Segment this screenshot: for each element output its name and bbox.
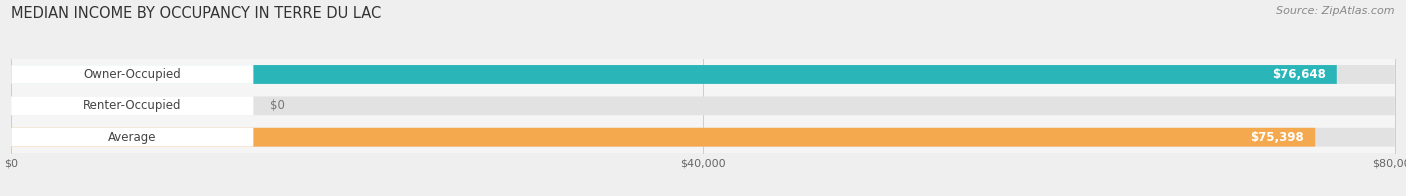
Text: $0: $0 bbox=[270, 99, 285, 112]
Text: Average: Average bbox=[108, 131, 156, 144]
FancyBboxPatch shape bbox=[11, 128, 253, 147]
Text: Source: ZipAtlas.com: Source: ZipAtlas.com bbox=[1277, 6, 1395, 16]
FancyBboxPatch shape bbox=[11, 65, 253, 84]
FancyBboxPatch shape bbox=[11, 96, 253, 115]
FancyBboxPatch shape bbox=[11, 65, 1395, 84]
Text: $75,398: $75,398 bbox=[1250, 131, 1305, 144]
FancyBboxPatch shape bbox=[11, 96, 1395, 115]
FancyBboxPatch shape bbox=[11, 65, 1337, 84]
Text: MEDIAN INCOME BY OCCUPANCY IN TERRE DU LAC: MEDIAN INCOME BY OCCUPANCY IN TERRE DU L… bbox=[11, 6, 381, 21]
Text: Renter-Occupied: Renter-Occupied bbox=[83, 99, 181, 112]
Text: Owner-Occupied: Owner-Occupied bbox=[83, 68, 181, 81]
FancyBboxPatch shape bbox=[11, 128, 1315, 147]
FancyBboxPatch shape bbox=[11, 128, 1395, 147]
Text: $76,648: $76,648 bbox=[1272, 68, 1326, 81]
